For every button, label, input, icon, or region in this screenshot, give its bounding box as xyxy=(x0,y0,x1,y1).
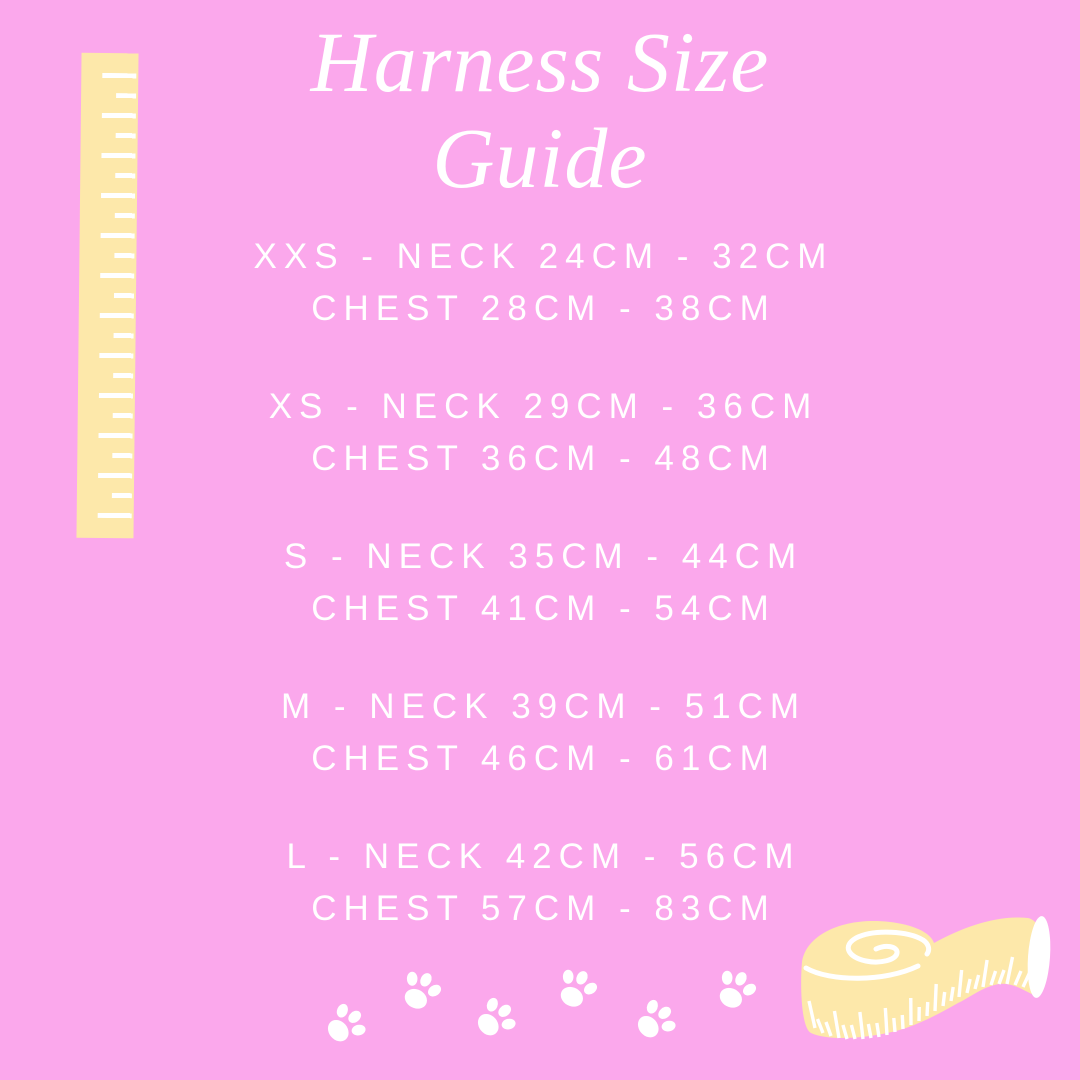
size-entry-neck: XXS - NECK 24CM - 32CM xyxy=(253,237,834,276)
size-entry-chest: CHEST 46CM - 61CM xyxy=(311,739,776,778)
size-entry-l: L - NECK 42CM - 56CM CHEST 57CM - 83CM xyxy=(0,831,1080,935)
page-title: Harness Size Guide xyxy=(0,14,1080,206)
size-entry-xs: XS - NECK 29CM - 36CM CHEST 36CM - 48CM xyxy=(0,381,1080,485)
tape-spiral xyxy=(845,929,932,965)
size-entry-chest: CHEST 41CM - 54CM xyxy=(311,589,776,628)
paw-print-icon xyxy=(390,961,450,1021)
tape-tip xyxy=(1027,916,1051,998)
size-entry-neck: L - NECK 42CM - 56CM xyxy=(286,837,801,876)
size-entry-neck: XS - NECK 29CM - 36CM xyxy=(268,387,819,426)
size-entry-xxs: XXS - NECK 24CM - 32CM CHEST 28CM - 38CM xyxy=(0,231,1080,335)
tape-roll-edge xyxy=(803,963,921,981)
page-title-line2: Guide xyxy=(432,110,648,206)
size-entry-chest: CHEST 36CM - 48CM xyxy=(311,439,776,478)
size-entry-neck: S - NECK 35CM - 44CM xyxy=(283,537,804,576)
paw-print-icon xyxy=(546,959,606,1019)
size-entry-neck: M - NECK 39CM - 51CM xyxy=(280,687,807,726)
size-entry-chest: CHEST 28CM - 38CM xyxy=(311,289,776,328)
tape-tick-marks xyxy=(807,956,1032,1040)
paw-print-icon xyxy=(705,960,765,1020)
tape-body xyxy=(801,917,1046,1039)
size-entry-chest: CHEST 57CM - 83CM xyxy=(311,889,776,928)
measuring-tape-illustration xyxy=(801,916,1051,1040)
paw-print-icon xyxy=(314,994,376,1056)
paw-print-icon xyxy=(624,990,686,1052)
page-title-line1: Harness Size xyxy=(310,14,770,110)
size-entry-s: S - NECK 35CM - 44CM CHEST 41CM - 54CM xyxy=(0,531,1080,635)
size-entry-m: M - NECK 39CM - 51CM CHEST 46CM - 61CM xyxy=(0,681,1080,785)
paw-print-icon xyxy=(464,988,526,1050)
